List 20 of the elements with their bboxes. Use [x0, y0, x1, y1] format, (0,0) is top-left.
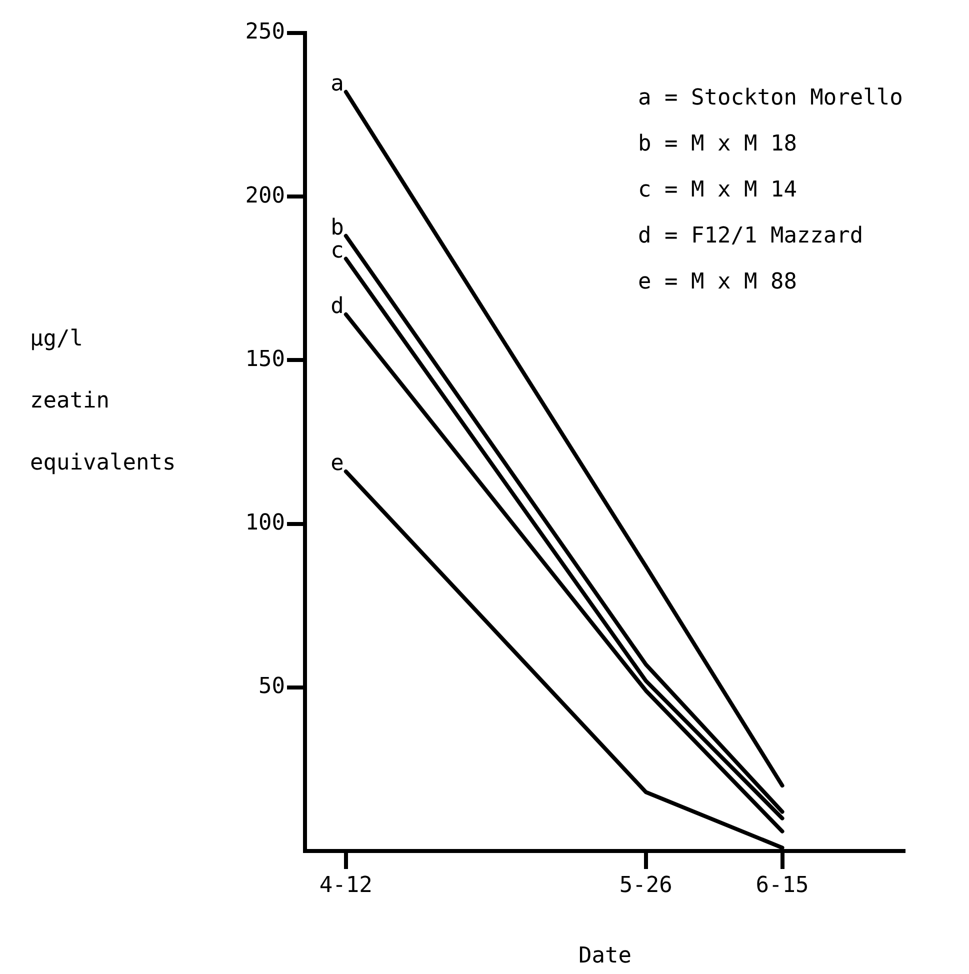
- x-axis-title: Date: [578, 944, 632, 969]
- series-label: a: [330, 72, 344, 97]
- y-tick-label: 100: [245, 510, 285, 536]
- annotation: c = M x M 14: [638, 178, 797, 203]
- series-label: b: [330, 216, 344, 241]
- x-tick-label: 4-12: [319, 872, 372, 898]
- y-tick-label: 50: [258, 674, 285, 700]
- series-label: d: [330, 294, 344, 320]
- series-label: c: [330, 238, 344, 264]
- y-tick-label: 150: [245, 346, 285, 372]
- x-tick-label: 6-15: [756, 872, 809, 898]
- y-tick-label: 200: [245, 183, 285, 208]
- annotation: e = M x M 88: [638, 270, 797, 295]
- annotation: d = F12/1 Mazzard: [638, 224, 864, 249]
- series-label: e: [330, 451, 344, 476]
- x-tick-label: 5-26: [619, 872, 672, 898]
- y-tick-label: 250: [245, 20, 285, 45]
- annotation: a = Stockton Morello: [638, 86, 903, 111]
- annotation: b = M x M 18: [638, 132, 797, 157]
- text: µg/l zeatin equivalents: [30, 326, 176, 476]
